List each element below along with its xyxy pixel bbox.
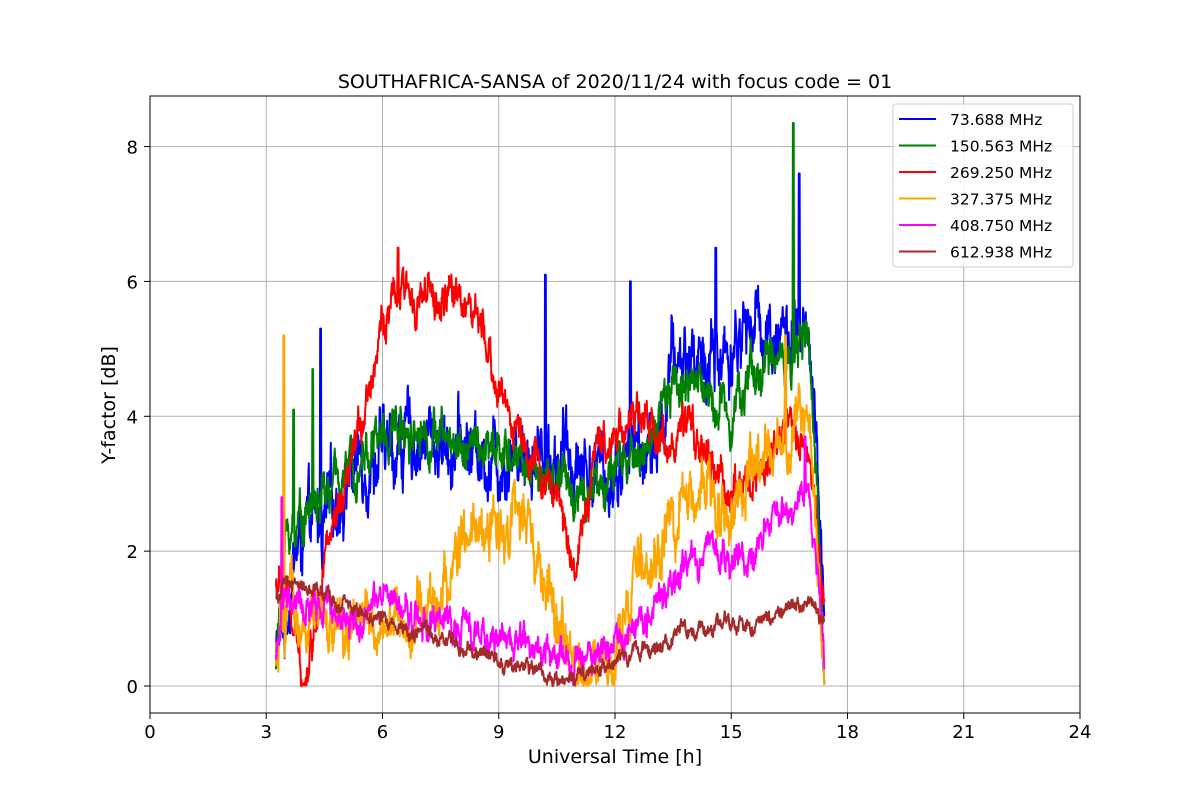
x-axis: 0 3 6 9 12 15 18 21 24 — [144, 713, 1091, 743]
x-tick-label: 6 — [377, 722, 388, 743]
series-line — [274, 246, 826, 687]
legend: 73.688 MHz 150.563 MHz 269.250 MHz 327.375 … — [892, 103, 1074, 268]
chart-title: SOUTHAFRICA-SANSA of 2020/11/24 with foc… — [338, 71, 892, 93]
y-tick-label: 2 — [127, 542, 138, 563]
y-tick-label: 0 — [127, 677, 138, 698]
y-axis: 0 2 4 6 8 — [127, 138, 150, 698]
x-tick-label: 12 — [604, 722, 627, 743]
plot-area — [274, 122, 826, 687]
legend-entry: 73.688 MHz — [950, 111, 1042, 129]
x-tick-label: 0 — [144, 722, 155, 743]
x-tick-label: 9 — [493, 722, 504, 743]
x-tick-label: 18 — [836, 722, 859, 743]
series-line — [274, 172, 826, 660]
series-layer — [274, 122, 826, 687]
legend-entry: 269.250 MHz — [950, 164, 1052, 182]
legend-entry: 150.563 MHz — [950, 138, 1052, 156]
legend-entry: 408.750 MHz — [950, 217, 1052, 235]
x-tick-label: 21 — [952, 722, 975, 743]
y-axis-label: Y-factor [dB] — [98, 346, 120, 465]
y-tick-label: 8 — [127, 138, 138, 159]
series-line — [275, 575, 826, 687]
x-tick-label: 24 — [1069, 722, 1092, 743]
x-tick-label: 3 — [261, 722, 272, 743]
y-tick-label: 6 — [127, 272, 138, 293]
x-tick-label: 15 — [720, 722, 743, 743]
legend-box — [892, 103, 1074, 268]
legend-entry: 327.375 MHz — [950, 191, 1052, 209]
x-axis-label: Universal Time [h] — [528, 746, 702, 768]
legend-entry: 612.938 MHz — [950, 244, 1052, 262]
y-tick-label: 4 — [127, 407, 138, 428]
